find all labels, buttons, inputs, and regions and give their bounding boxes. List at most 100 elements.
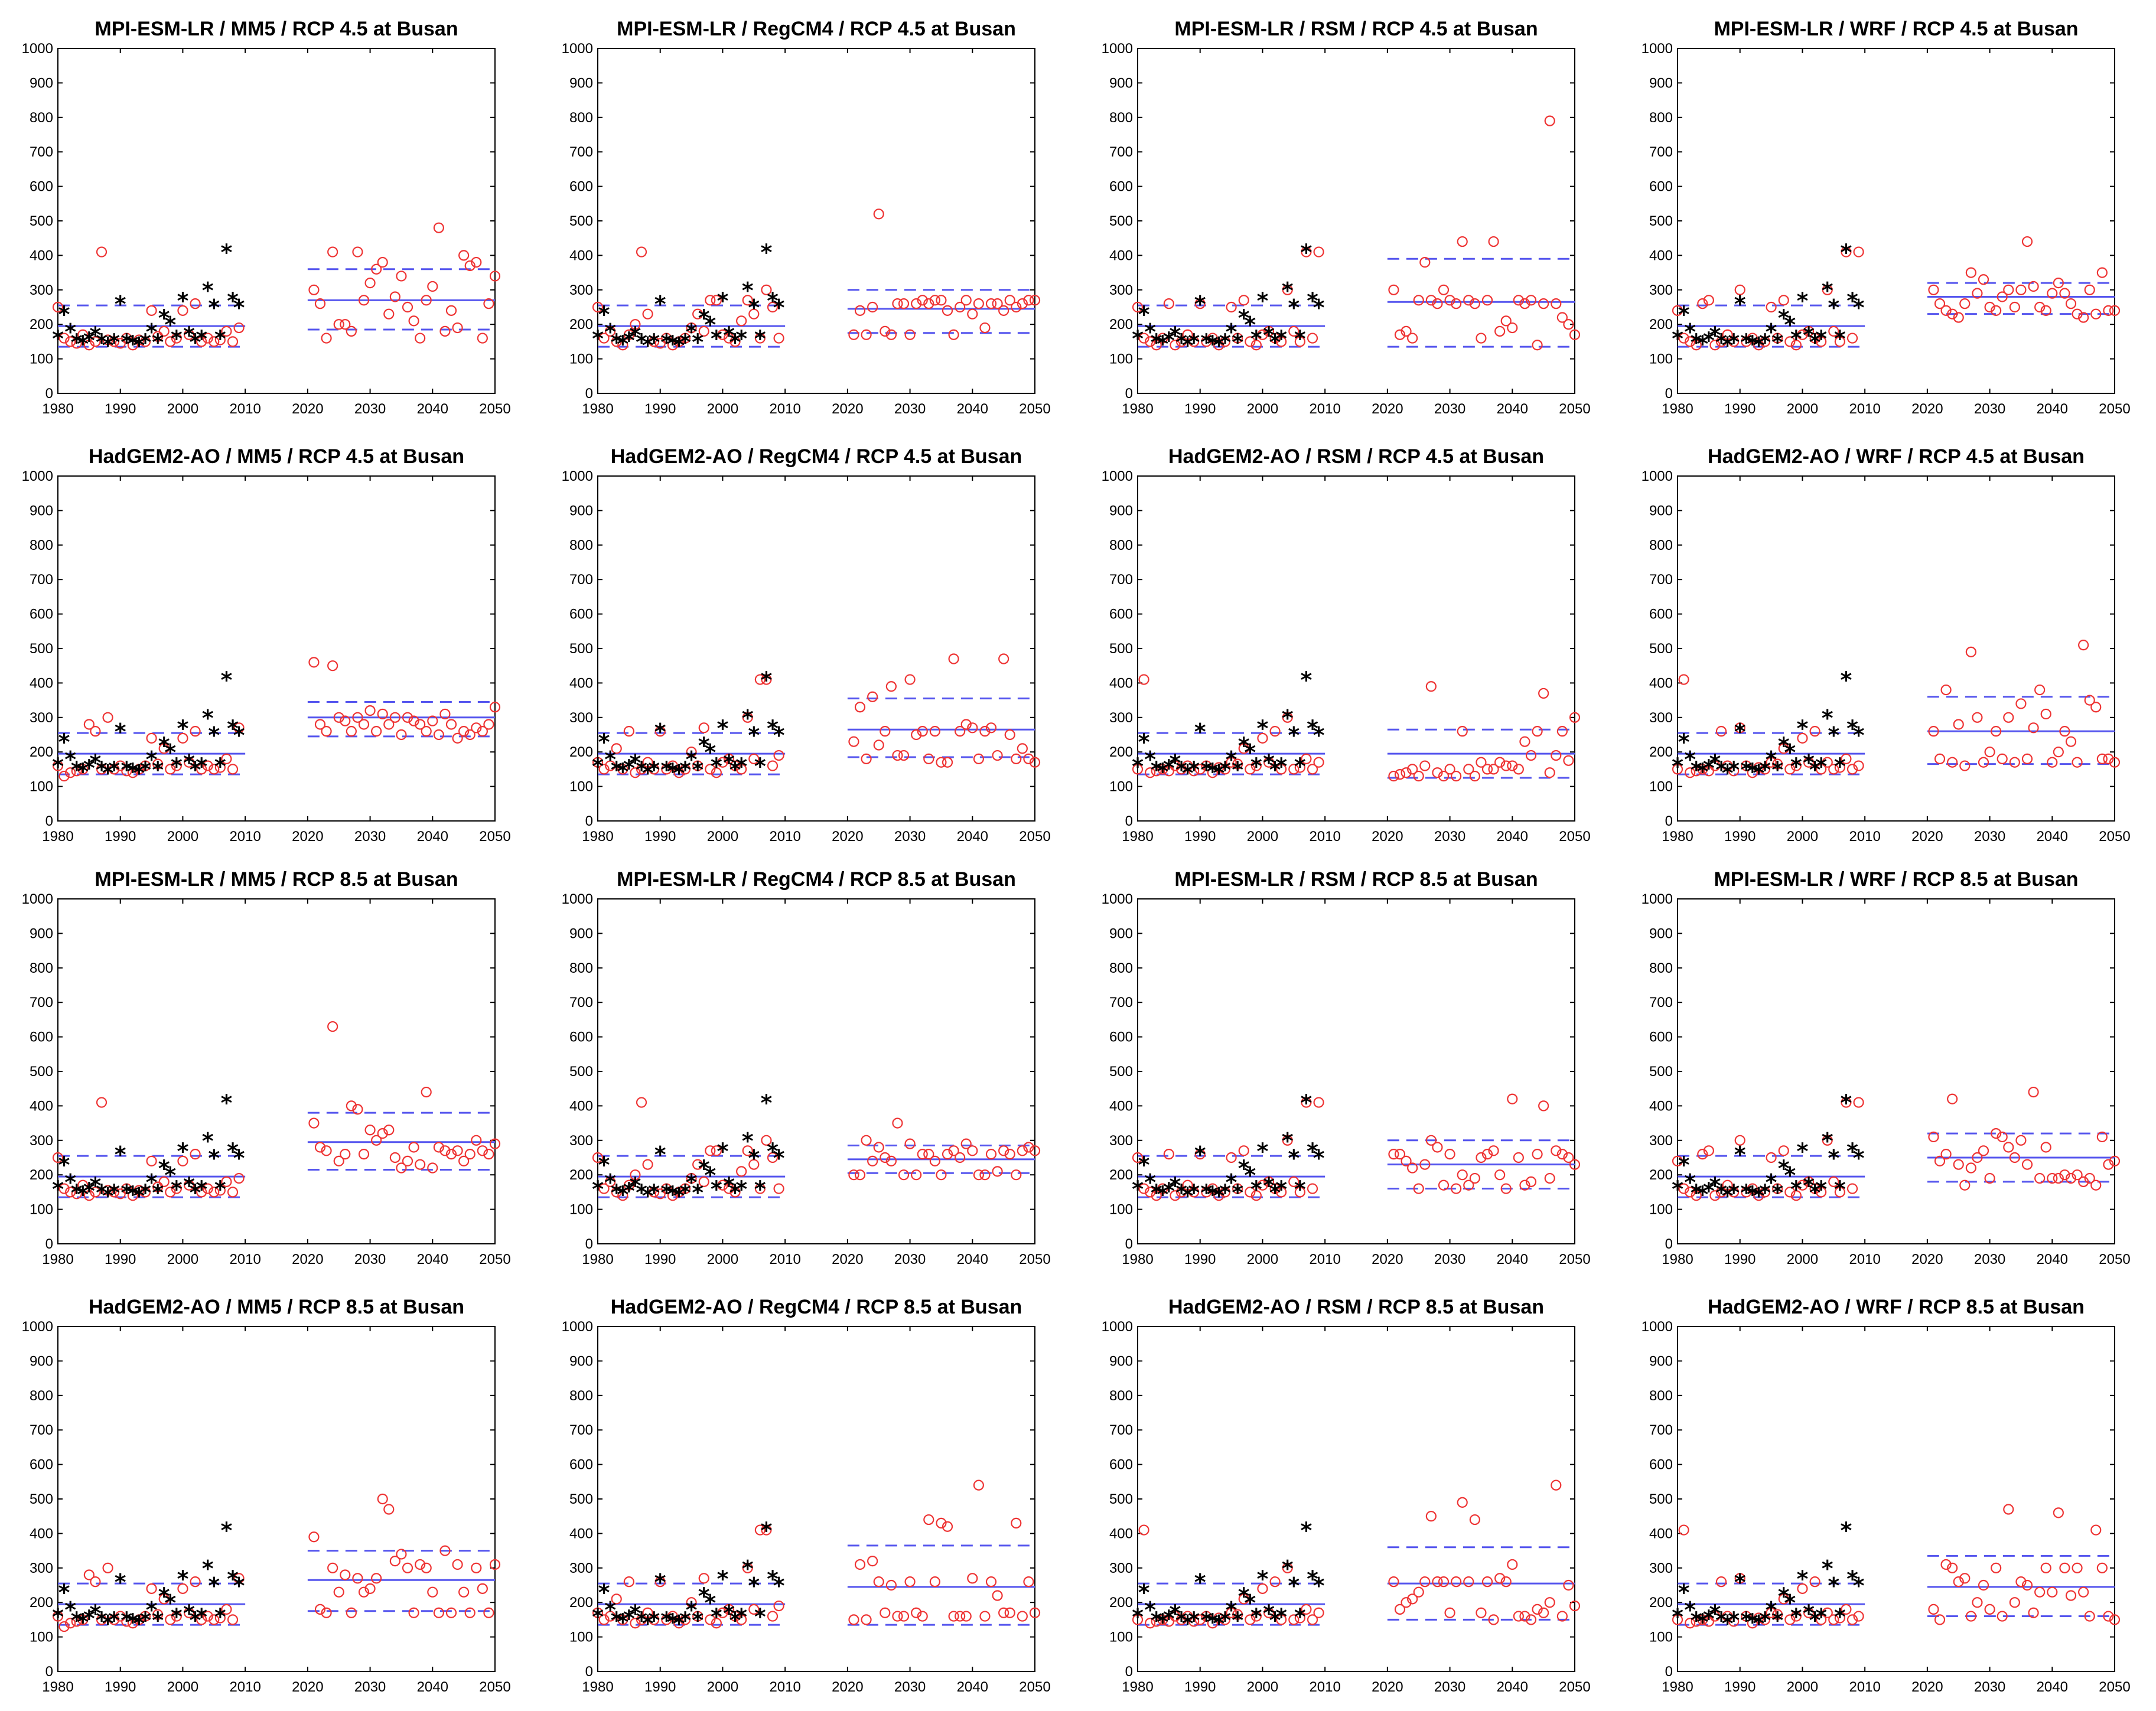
observed-point: * bbox=[1207, 758, 1219, 784]
y-tick-label: 100 bbox=[1649, 1629, 1673, 1645]
observed-point: * bbox=[1256, 715, 1268, 741]
hist-sim-point bbox=[1250, 1190, 1262, 1201]
projection-point bbox=[471, 256, 482, 268]
observed-point: * bbox=[1753, 760, 1764, 786]
x-tick-label: 1980 bbox=[582, 829, 613, 845]
y-tick-label: 0 bbox=[1125, 813, 1133, 829]
observed-point: * bbox=[1853, 722, 1865, 748]
projection-point bbox=[2072, 308, 2083, 320]
observed-point: * bbox=[1771, 329, 1783, 355]
observed-point: * bbox=[1269, 757, 1281, 783]
panel-11: MPI-ESM-LR / RSM / RCP 8.5 at Busan01002… bbox=[1102, 868, 1591, 1267]
y-tick-label: 600 bbox=[1109, 1457, 1133, 1473]
x-tick-label: 2000 bbox=[707, 829, 738, 845]
observed-point: * bbox=[1790, 1604, 1802, 1630]
hist-sim-point bbox=[1715, 336, 1727, 347]
hist-sim-point bbox=[214, 762, 226, 773]
projection-point bbox=[1513, 764, 1524, 775]
panel-title: MPI-ESM-LR / RegCM4 / RCP 8.5 at Busan bbox=[617, 868, 1016, 891]
projection-point bbox=[1432, 298, 1443, 309]
x-tick-label: 2010 bbox=[1849, 1252, 1880, 1267]
observed-point: * bbox=[1747, 1181, 1758, 1207]
observed-point: * bbox=[717, 288, 728, 314]
hist-sim-point bbox=[1803, 757, 1815, 768]
hist-sim-point bbox=[1226, 301, 1237, 313]
hist-sim-point bbox=[1213, 762, 1224, 773]
x-tick-label: 2020 bbox=[292, 829, 323, 845]
observed-point: * bbox=[1188, 329, 1200, 355]
observed-point: * bbox=[1163, 755, 1175, 781]
y-tick-label: 0 bbox=[585, 1236, 593, 1252]
hist-sim-point bbox=[202, 333, 213, 344]
projection-point bbox=[942, 1149, 953, 1160]
y-tick-label: 700 bbox=[30, 995, 53, 1011]
projection-point bbox=[340, 319, 351, 330]
projection-point bbox=[2009, 1152, 2020, 1164]
observed-point: * bbox=[177, 1138, 188, 1164]
projection-point bbox=[346, 325, 357, 337]
y-tick-label: 100 bbox=[30, 351, 53, 367]
panel-title: HadGEM2-AO / RSM / RCP 8.5 at Busan bbox=[1168, 1296, 1544, 1318]
projection-point bbox=[489, 1559, 501, 1570]
projection-point bbox=[1469, 298, 1480, 309]
panel-13: HadGEM2-AO / MM5 / RCP 8.5 at Busan01002… bbox=[22, 1296, 511, 1695]
projection-point bbox=[1463, 764, 1474, 775]
projection-point bbox=[1544, 1597, 1555, 1608]
x-tick-label: 2040 bbox=[957, 401, 988, 417]
projection-point bbox=[1984, 1172, 1995, 1184]
hist-sim-point bbox=[1766, 1607, 1777, 1618]
hist-sim-point bbox=[1772, 1609, 1783, 1620]
x-tick-label: 2040 bbox=[1497, 829, 1528, 845]
hist-sim-point bbox=[1834, 1612, 1845, 1624]
observed-point: * bbox=[1138, 1152, 1150, 1178]
projection-point bbox=[308, 1531, 320, 1543]
hist-sim-point bbox=[605, 1611, 616, 1622]
hist-sim-point bbox=[1809, 1576, 1820, 1588]
projection-point bbox=[308, 1117, 320, 1129]
observed-point: * bbox=[686, 319, 698, 345]
observed-point: * bbox=[89, 1601, 101, 1627]
projection-point bbox=[402, 712, 413, 723]
hist-sim-point bbox=[1672, 1614, 1683, 1625]
y-tick-label: 300 bbox=[1109, 1560, 1133, 1576]
projection-point bbox=[477, 1145, 488, 1156]
projection-point bbox=[885, 1155, 897, 1166]
projection-point bbox=[2021, 753, 2033, 764]
hist-sim-point bbox=[127, 1618, 138, 1629]
y-tick-label: 300 bbox=[30, 282, 53, 298]
hist-sim-point bbox=[202, 1611, 213, 1622]
observed-point: * bbox=[1288, 722, 1300, 748]
observed-point: * bbox=[127, 331, 139, 357]
projection-point bbox=[2078, 1176, 2089, 1187]
projection-point bbox=[1425, 295, 1437, 306]
projection-point bbox=[1401, 325, 1412, 337]
observed-point: * bbox=[1250, 754, 1262, 780]
observed-point: * bbox=[1766, 1169, 1777, 1195]
hist-sim-point bbox=[1207, 1618, 1218, 1629]
projection-point bbox=[1997, 1131, 2008, 1143]
projection-point bbox=[2021, 236, 2033, 247]
observed-point: * bbox=[1188, 1179, 1200, 1205]
observed-point: * bbox=[89, 750, 101, 776]
y-tick-label: 1000 bbox=[562, 891, 593, 907]
y-tick-label: 800 bbox=[1649, 960, 1673, 976]
projection-point bbox=[1532, 1604, 1543, 1615]
y-tick-label: 0 bbox=[45, 1664, 53, 1680]
y-tick-label: 200 bbox=[30, 1595, 53, 1611]
projection-point bbox=[2109, 757, 2121, 768]
observed-point: * bbox=[1175, 329, 1187, 355]
hist-sim-point bbox=[1846, 333, 1858, 344]
projection-point bbox=[2003, 1504, 2014, 1515]
hist-sim-point bbox=[196, 336, 207, 347]
observed-point: * bbox=[1771, 757, 1783, 783]
hist-sim-point bbox=[221, 753, 232, 764]
projection-point bbox=[1991, 1562, 2002, 1573]
observed-point: * bbox=[164, 1590, 176, 1616]
projection-point bbox=[1556, 312, 1568, 323]
projection-point bbox=[1519, 1611, 1530, 1622]
hist-sim-point bbox=[1715, 726, 1727, 737]
hist-sim-point bbox=[52, 301, 64, 313]
x-tick-label: 2010 bbox=[1309, 829, 1340, 845]
projection-point bbox=[1953, 1159, 1964, 1170]
observed-point: * bbox=[1157, 331, 1168, 357]
